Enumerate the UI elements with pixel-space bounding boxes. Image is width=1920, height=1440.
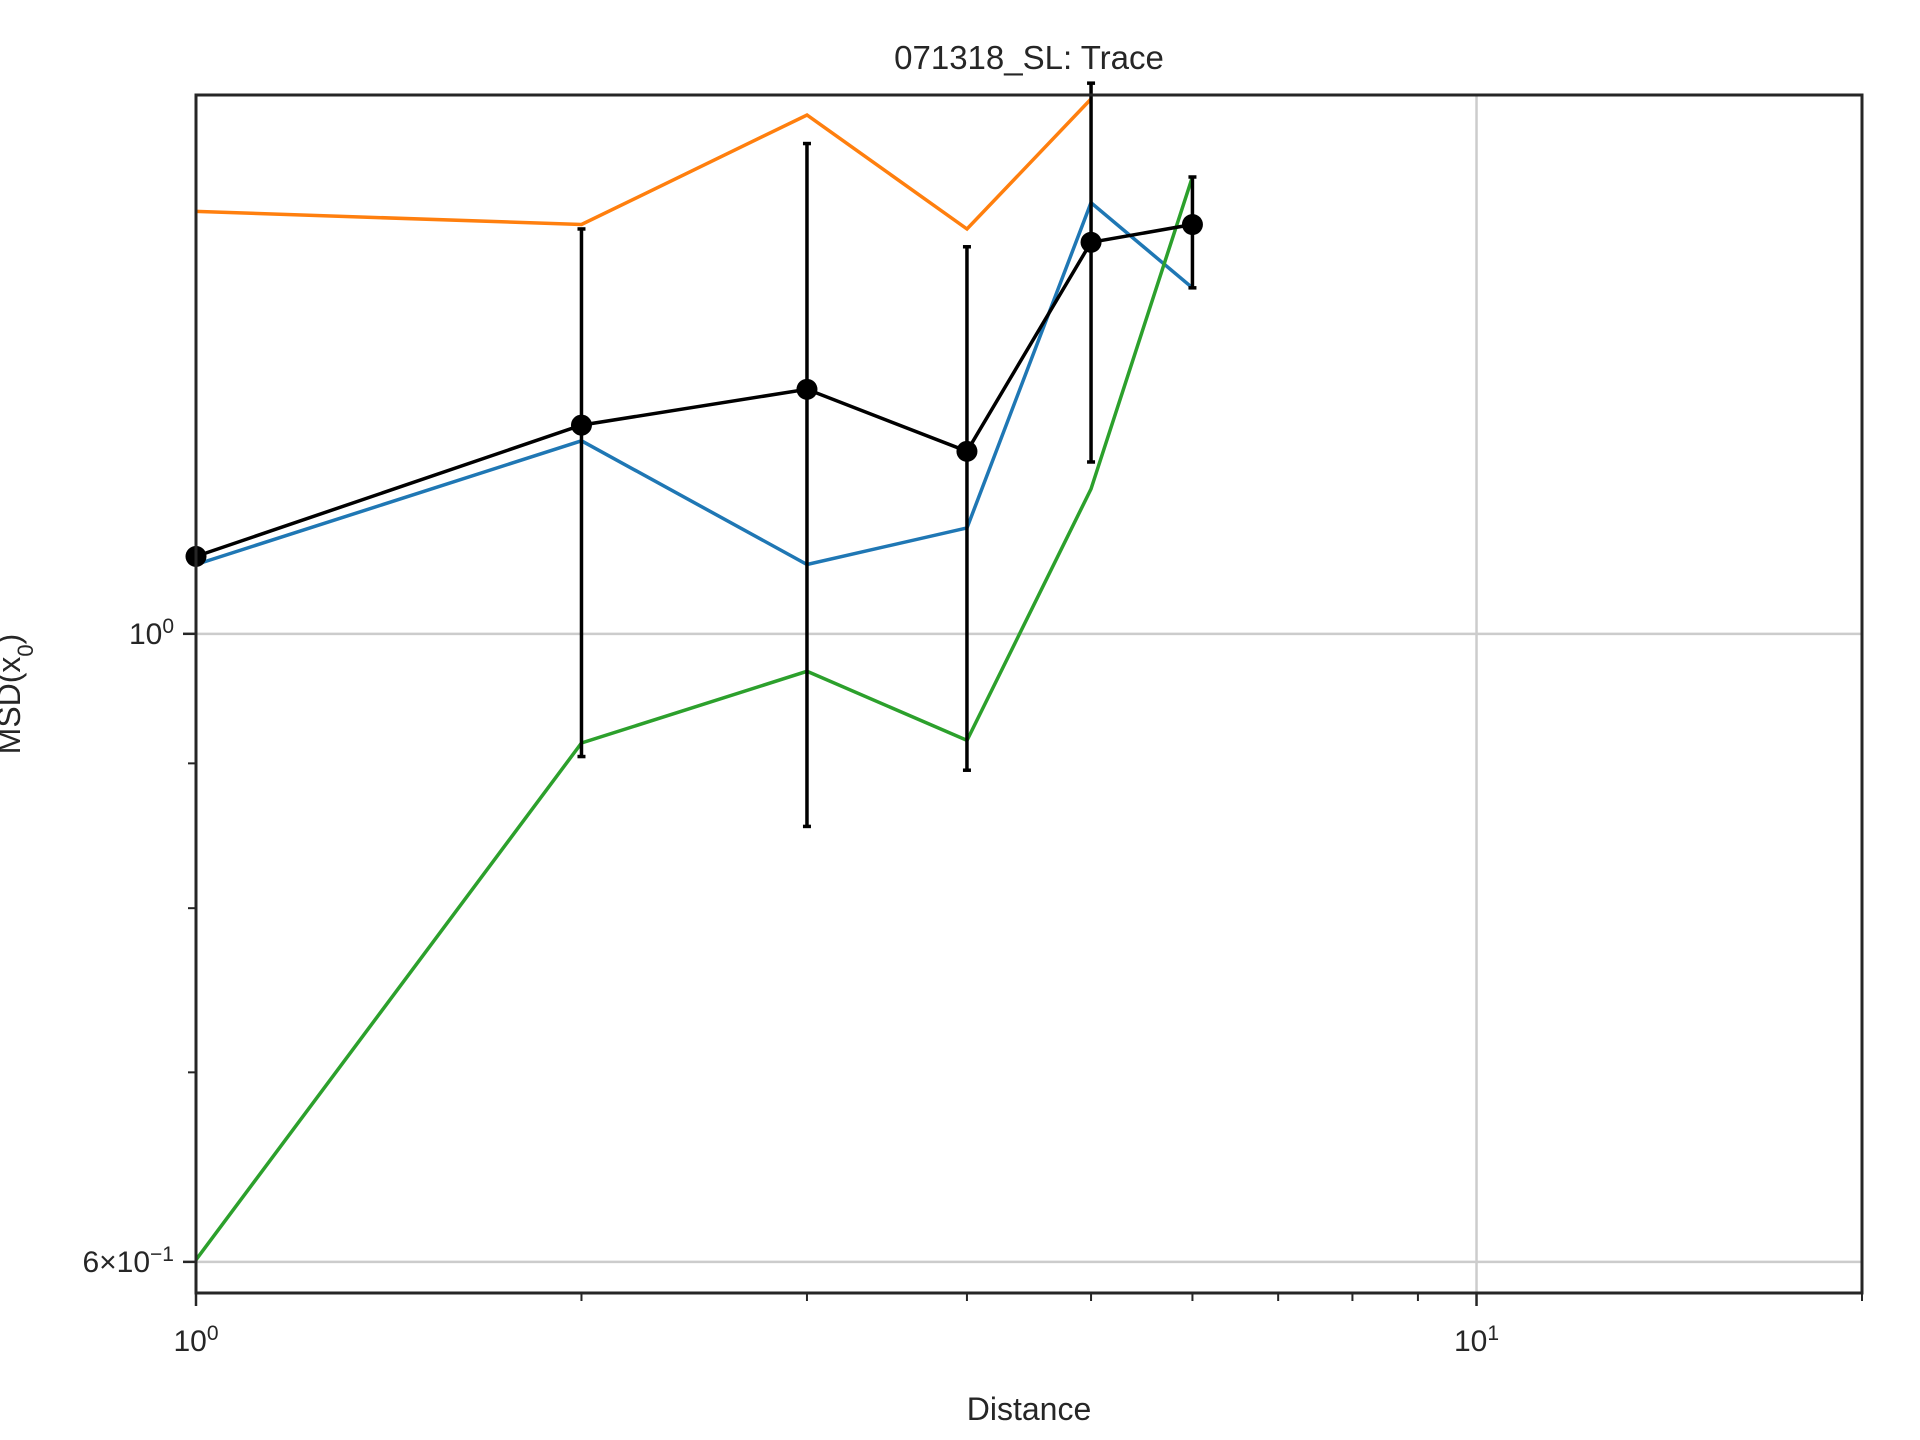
series-0-line <box>195 97 1093 232</box>
series-1-line <box>195 199 1194 567</box>
series-layer <box>185 81 1203 1261</box>
y-axis-label-suffix: ) <box>0 634 27 645</box>
y-tick-label-1: 6×10−1 <box>82 1242 174 1279</box>
x-tick-label-0: 100 <box>173 1322 218 1359</box>
series-3-point-2 <box>796 378 818 400</box>
series-2-line <box>194 176 1195 1261</box>
series-3-line <box>195 222 1193 559</box>
y-axis-label-sub: 0 <box>13 644 38 656</box>
plot-frame <box>194 93 1864 1295</box>
series-3-point-4 <box>1080 231 1102 253</box>
x-tick-label-1: 101 <box>1454 1322 1499 1359</box>
series-2 <box>194 176 1195 1261</box>
series-1 <box>195 199 1194 567</box>
chart-title: 071318_SL: Trace <box>894 39 1164 76</box>
x-axis-label: Distance <box>967 1391 1092 1427</box>
y-axis-label: MSD(x0) <box>0 634 38 755</box>
y-tick-label-0: 100 <box>129 614 174 651</box>
series-0 <box>195 97 1093 232</box>
ticks: 100 101 100 6×10−1 <box>82 614 1863 1359</box>
series-3-point-5 <box>1181 214 1203 236</box>
series-3-point-3 <box>956 440 978 462</box>
series-3-point-1 <box>570 414 592 436</box>
series-3 <box>185 81 1203 829</box>
y-axis-label-main: MSD(x <box>0 657 27 755</box>
